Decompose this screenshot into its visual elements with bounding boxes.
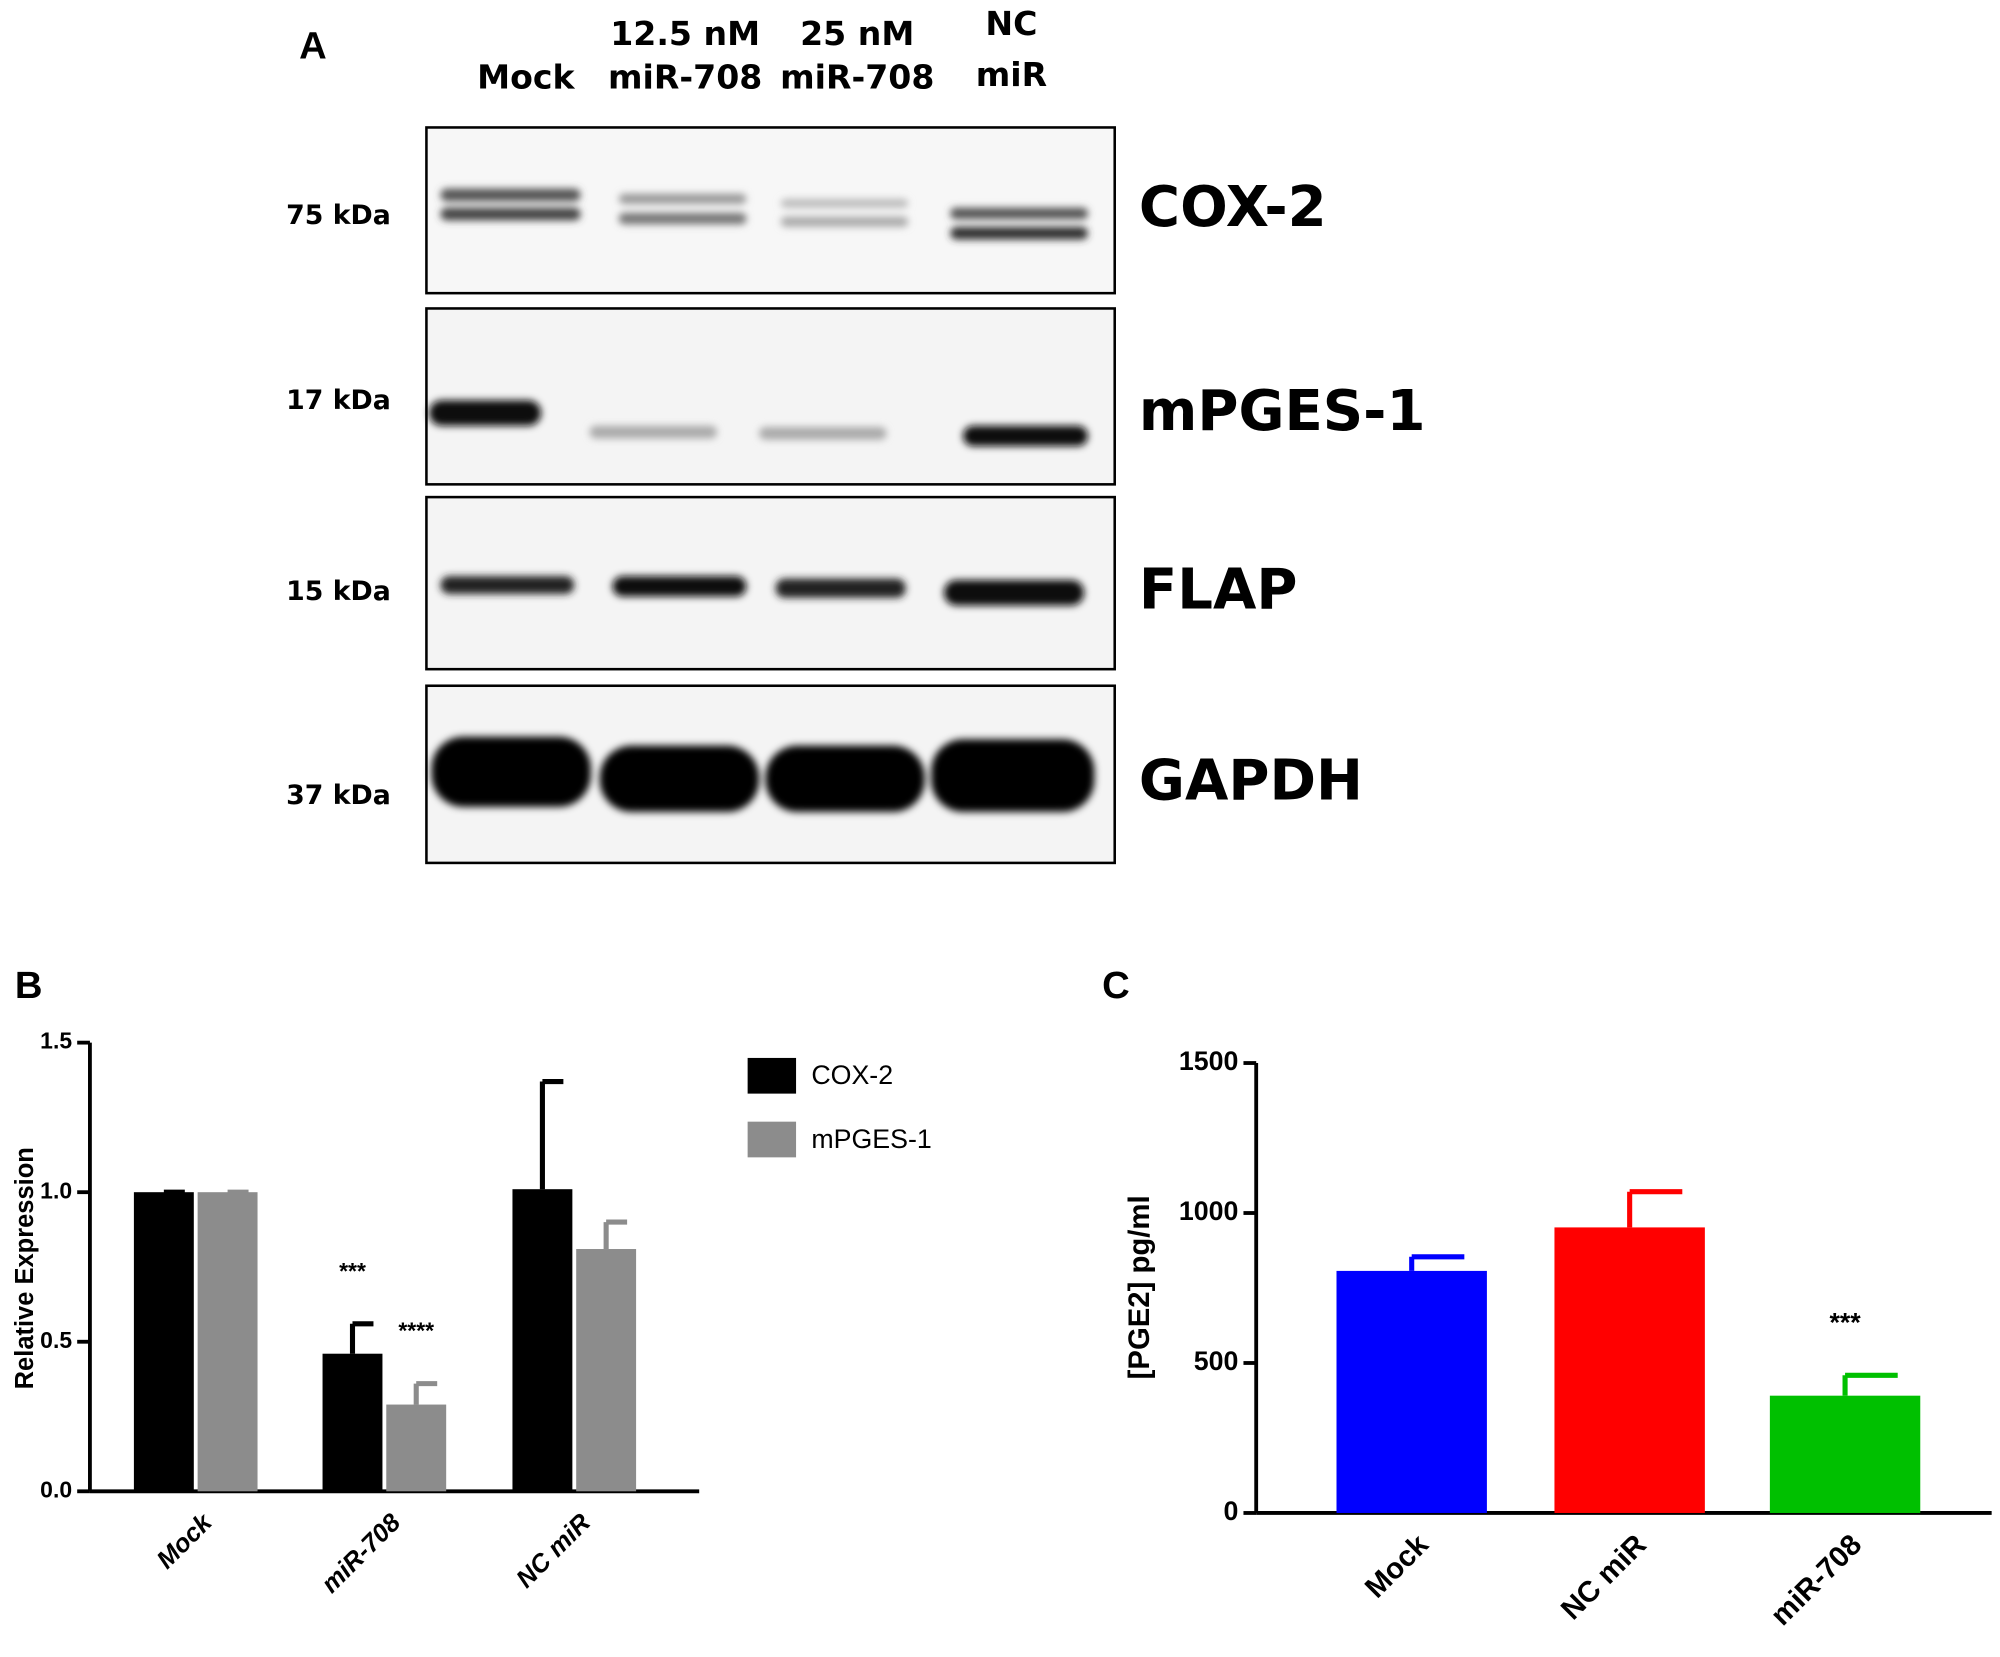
lane-label: 25 nM xyxy=(800,14,914,53)
blot-labels: A Mock 12.5 nM miR-708 25 nM miR-708 NC miR 75 k… xyxy=(286,4,1425,814)
x-tick-label: NC miR xyxy=(511,1508,596,1593)
bar xyxy=(1336,1270,1487,1513)
legend-label: mPGES-1 xyxy=(811,1124,931,1154)
error-bar xyxy=(539,1078,564,1190)
protein-label: mPGES-1 xyxy=(1139,379,1426,444)
error-bar xyxy=(1409,1254,1465,1271)
error-bar xyxy=(413,1381,438,1405)
bar xyxy=(512,1189,573,1492)
protein-label: COX-2 xyxy=(1139,175,1327,240)
blot-bands xyxy=(428,188,1095,812)
error-bar xyxy=(1627,1189,1683,1228)
bar xyxy=(1769,1395,1921,1513)
bar xyxy=(197,1192,258,1492)
protein-label: GAPDH xyxy=(1139,749,1363,814)
x-tick-label: NC miR xyxy=(1555,1528,1653,1626)
bar xyxy=(386,1404,447,1492)
marker-label: 75 kDa xyxy=(286,200,391,231)
y-tick-label: 0.5 xyxy=(40,1327,72,1353)
y-tick-label: 1000 xyxy=(1179,1196,1239,1226)
marker-label: 37 kDa xyxy=(286,780,391,811)
significance: *** xyxy=(1829,1307,1861,1337)
panel-label: A xyxy=(299,25,327,68)
marker-label: 15 kDa xyxy=(286,576,391,607)
error-bar xyxy=(603,1219,628,1250)
lane-label: miR-708 xyxy=(780,58,934,97)
lane-label: 12.5 nM xyxy=(610,14,760,53)
x-tick-label: miR-708 xyxy=(316,1508,406,1598)
legend-swatch xyxy=(747,1121,797,1158)
marker-label: 17 kDa xyxy=(286,385,391,416)
y-axis-label: [PGE2] pg/ml xyxy=(1123,1195,1156,1379)
lane-label: miR-708 xyxy=(608,58,762,97)
significance: **** xyxy=(398,1318,434,1344)
lane-label: Mock xyxy=(477,58,575,97)
bar xyxy=(576,1249,637,1492)
x-tick-label: Mock xyxy=(1359,1528,1436,1605)
legend-label: COX-2 xyxy=(811,1060,893,1090)
y-tick-label: 0.0 xyxy=(40,1476,72,1502)
y-tick-label: 0 xyxy=(1223,1496,1238,1526)
lane-label: miR xyxy=(976,55,1047,94)
x-tick-label: miR-708 xyxy=(1764,1528,1868,1632)
y-tick-label: 1.0 xyxy=(40,1177,72,1203)
legend-swatch xyxy=(747,1057,797,1094)
panel-label: C xyxy=(1102,964,1130,1007)
chart-b: B Relative Expression 0.0 0.5 1.0 1.5 Mock miR-… xyxy=(11,964,932,1599)
lane-label: NC xyxy=(985,4,1037,43)
error-bar xyxy=(1842,1372,1898,1396)
bar xyxy=(1554,1227,1705,1513)
panel-label: B xyxy=(15,964,43,1007)
x-tick-label: Mock xyxy=(152,1507,219,1574)
chart-c: C [PGE2] pg/ml 0 500 1000 1500 Mock NC miR miR-7… xyxy=(1102,964,1992,1632)
bar xyxy=(133,1192,194,1492)
y-tick-label: 1500 xyxy=(1179,1046,1239,1076)
y-tick-label: 1.5 xyxy=(40,1028,72,1054)
protein-label: FLAP xyxy=(1139,557,1298,622)
error-bar xyxy=(349,1321,374,1354)
y-axis-label: Relative Expression xyxy=(11,1147,39,1389)
bar xyxy=(322,1353,383,1492)
significance: *** xyxy=(339,1258,366,1284)
y-tick-label: 500 xyxy=(1194,1346,1239,1376)
